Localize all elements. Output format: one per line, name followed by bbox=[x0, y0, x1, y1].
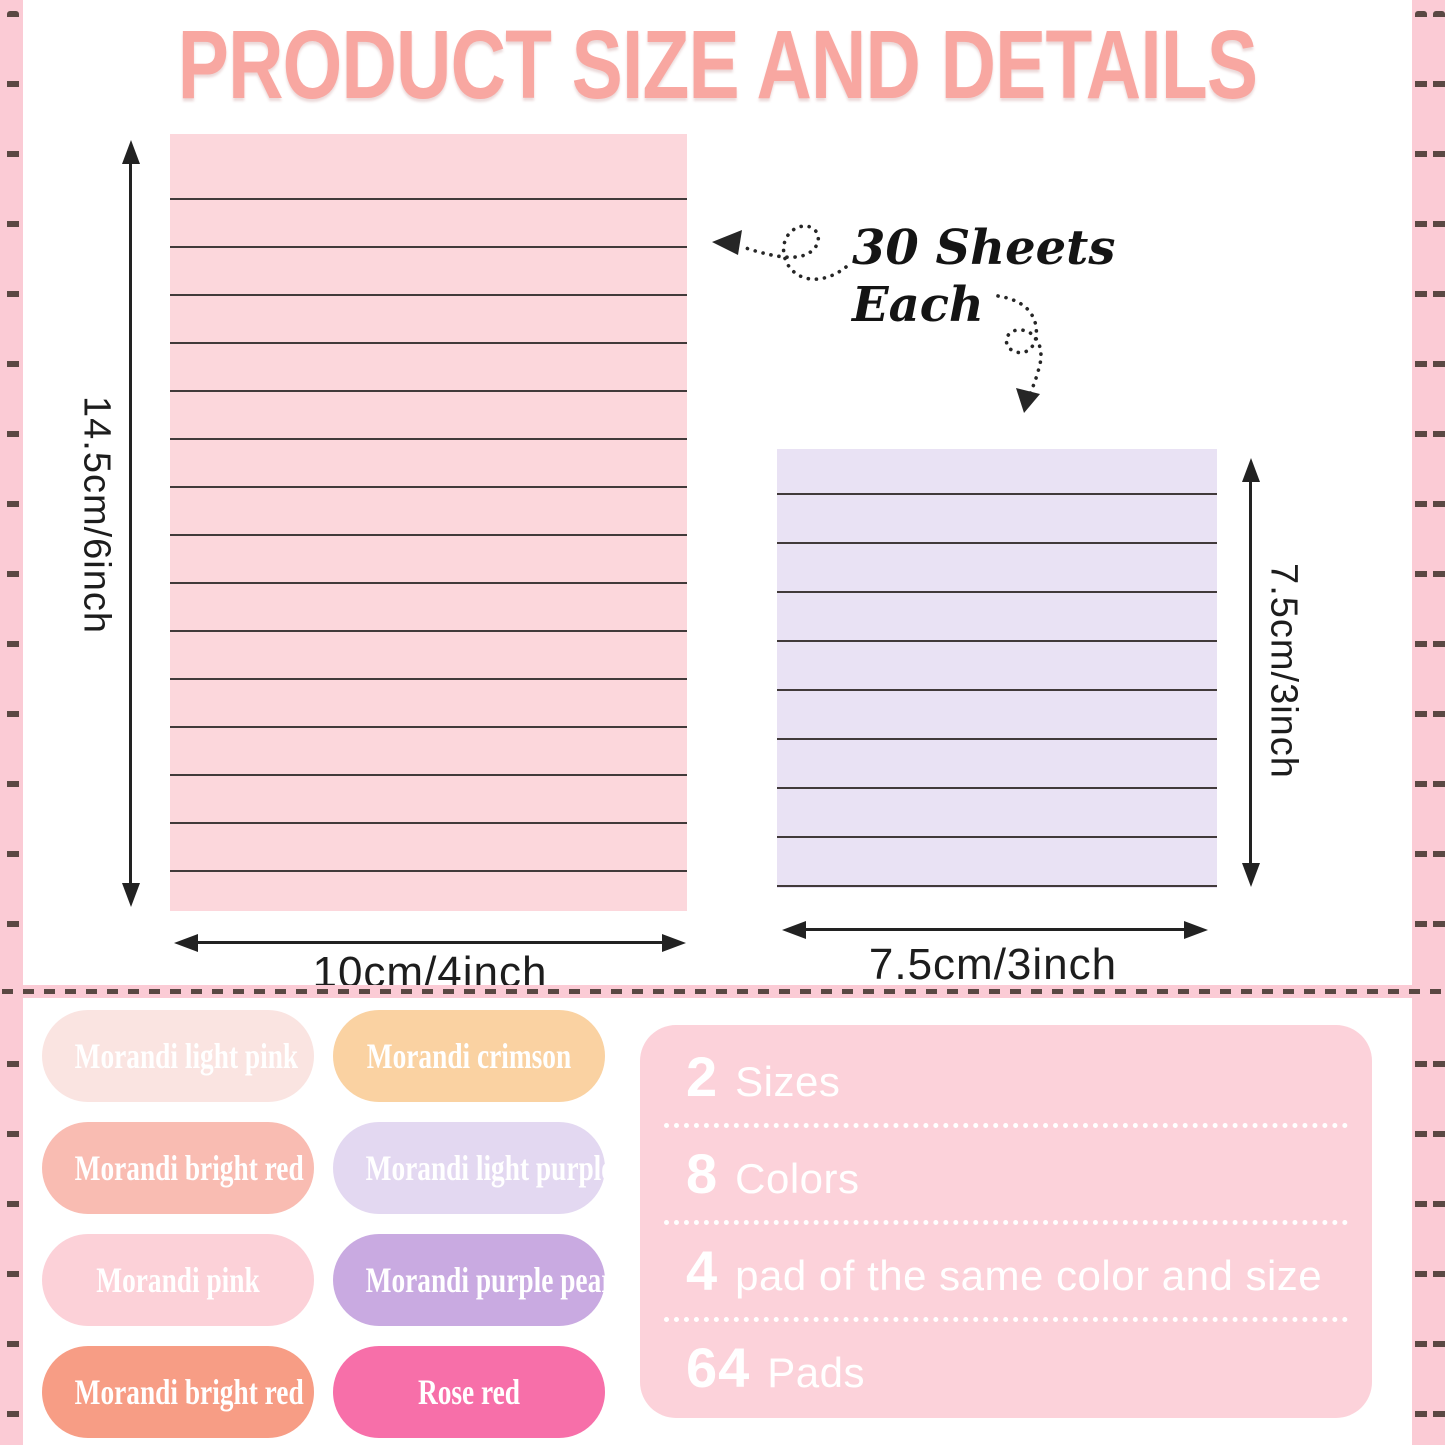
small-notepad bbox=[777, 449, 1217, 888]
small-pad-width-arrow-icon bbox=[782, 920, 1208, 939]
swatch-pill: Morandi light purple bbox=[333, 1122, 614, 1214]
swatch-pill: Morandi bright red bbox=[42, 1122, 314, 1214]
swatch-pill: Rose red bbox=[333, 1346, 605, 1438]
dotted-arrow-left-icon bbox=[738, 224, 848, 281]
page-title: PRODUCT SIZE AND DETAILS bbox=[177, 10, 1258, 119]
small-pad-height-arrow-icon bbox=[1241, 458, 1260, 887]
stitch-dashes-icon bbox=[1433, 11, 1445, 1445]
dotted-arrow-right-head-icon bbox=[1016, 388, 1040, 413]
right-border-strip bbox=[1412, 0, 1445, 1445]
large-notepad bbox=[170, 134, 687, 911]
dotted-separator-icon bbox=[664, 1317, 1348, 1322]
swatch-label: Morandi bright red bbox=[74, 1148, 304, 1188]
small-pad-width-label: 7.5cm/3inch bbox=[868, 940, 1118, 989]
dotted-arrow-left-head-icon bbox=[712, 230, 742, 255]
sheets-annotation-line1: 30 Sheets bbox=[852, 220, 1116, 276]
detail-number: 2 bbox=[686, 1045, 719, 1108]
detail-text: Sizes bbox=[735, 1058, 841, 1105]
section-divider bbox=[0, 985, 1445, 998]
stitch-dashes-icon bbox=[1415, 11, 1427, 1445]
detail-number: 4 bbox=[686, 1239, 719, 1302]
swatch-label: Morandi crimson bbox=[366, 1036, 572, 1076]
swatch-label: Morandi purple pearl bbox=[365, 1260, 622, 1300]
swatch-pill: Morandi crimson bbox=[333, 1010, 605, 1102]
swatch-pill: Morandi purple pearl bbox=[333, 1234, 622, 1326]
swatch-label: Morandi pink bbox=[96, 1260, 260, 1300]
large-pad-width-arrow-icon bbox=[174, 933, 686, 952]
large-pad-height-label: 14.5cm/6inch bbox=[75, 395, 118, 635]
detail-row: 4 pad of the same color and size bbox=[640, 1225, 1372, 1317]
large-pad-height-arrow-icon bbox=[121, 140, 140, 907]
swatch-pill: Morandi bright red bbox=[42, 1346, 314, 1438]
details-info-box: 2 Sizes 8 Colors 4 pad of the same color an… bbox=[640, 1025, 1372, 1418]
detail-row: 8 Colors bbox=[640, 1128, 1372, 1220]
dotted-separator-icon bbox=[664, 1123, 1348, 1128]
swatch-pill: Morandi pink bbox=[42, 1234, 314, 1326]
detail-number: 8 bbox=[686, 1142, 719, 1205]
swatch-label: Morandi bright red bbox=[74, 1372, 304, 1412]
divider-dashes-icon bbox=[2, 989, 1445, 994]
detail-row: 2 Sizes bbox=[640, 1031, 1372, 1123]
stitch-dashes-icon bbox=[7, 11, 19, 1445]
sheets-annotation-line2: Each bbox=[852, 276, 984, 333]
detail-row: 64 Pads bbox=[640, 1322, 1372, 1414]
dotted-separator-icon bbox=[664, 1220, 1348, 1225]
detail-text: Colors bbox=[735, 1155, 860, 1202]
swatch-label: Morandi light purple bbox=[365, 1148, 614, 1188]
swatch-label: Rose red bbox=[417, 1372, 521, 1412]
small-pad-height-label: 7.5cm/3inch bbox=[1262, 563, 1305, 779]
detail-text: pad of the same color and size bbox=[735, 1252, 1323, 1299]
swatch-label: Morandi light pink bbox=[74, 1036, 299, 1076]
sheets-annotation: 30 Sheets Each bbox=[852, 220, 1115, 333]
detail-number: 64 bbox=[686, 1336, 751, 1399]
left-border-strip bbox=[0, 0, 23, 1445]
swatch-pill: Morandi light pink bbox=[42, 1010, 314, 1102]
detail-text: Pads bbox=[767, 1349, 866, 1396]
swatch-grid: Morandi light pink Morandi crimson Moran… bbox=[42, 1010, 622, 1438]
